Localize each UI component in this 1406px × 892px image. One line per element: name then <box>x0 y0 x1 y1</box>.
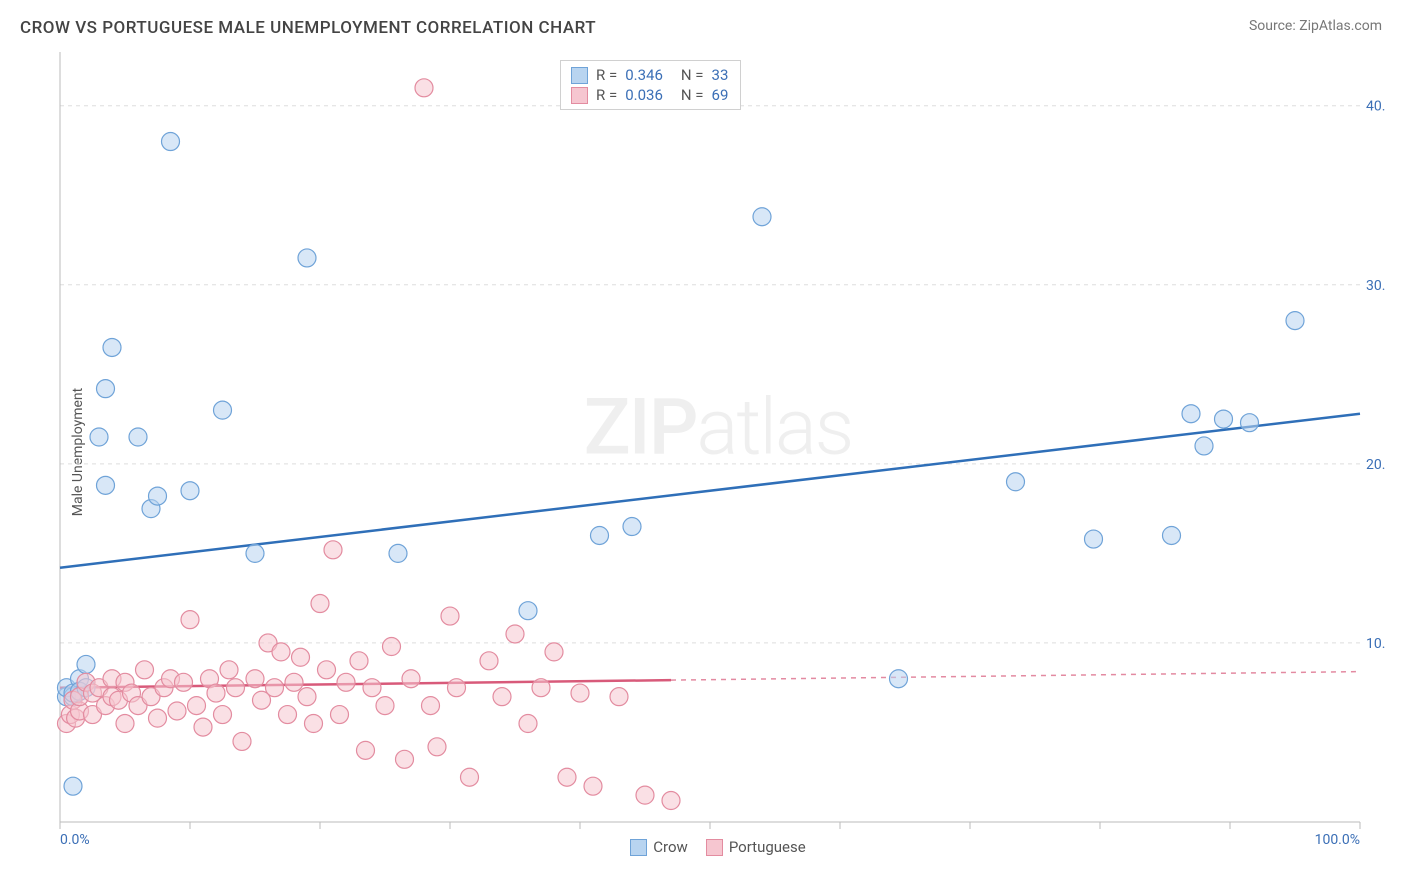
legend-n-label: N = <box>681 66 704 84</box>
legend-swatch <box>706 839 723 856</box>
legend-swatch <box>571 87 588 104</box>
chart-container: Male Unemployment ZIPatlas 0.0%100.0%10.… <box>50 52 1386 852</box>
legend-series-item: Crow <box>630 838 688 856</box>
legend-n-value: 33 <box>712 66 729 84</box>
source-label: Source: <box>1249 18 1299 34</box>
legend-r-value: 0.346 <box>625 66 663 84</box>
scatter-plot: 0.0%100.0%10.0%20.0%30.0%40.0% <box>50 52 1386 852</box>
legend-n-label: N = <box>681 86 704 104</box>
chart-title: CROW VS PORTUGUESE MALE UNEMPLOYMENT COR… <box>20 18 596 38</box>
legend-row: R = 0.346 N = 33 <box>571 65 728 85</box>
svg-text:20.0%: 20.0% <box>1366 457 1386 473</box>
legend-series-item: Portuguese <box>706 838 806 856</box>
legend-series-name: Portuguese <box>729 838 806 856</box>
legend-r-label: R = <box>596 86 617 104</box>
legend-r-label: R = <box>596 66 617 84</box>
svg-text:40.0%: 40.0% <box>1366 99 1386 115</box>
correlation-legend: R = 0.346 N = 33 R = 0.036 N = 69 <box>560 60 741 110</box>
legend-row: R = 0.036 N = 69 <box>571 85 728 105</box>
legend-n-value: 69 <box>712 86 729 104</box>
legend-series-name: Crow <box>653 838 688 856</box>
source-name: ZipAtlas.com <box>1299 18 1382 34</box>
source-attribution: Source: ZipAtlas.com <box>1249 18 1382 34</box>
legend-swatch <box>630 839 647 856</box>
svg-text:30.0%: 30.0% <box>1366 278 1386 294</box>
legend-swatch <box>571 67 588 84</box>
legend-r-value: 0.036 <box>625 86 663 104</box>
svg-text:10.0%: 10.0% <box>1366 636 1386 652</box>
series-legend: Crow Portuguese <box>50 838 1386 856</box>
